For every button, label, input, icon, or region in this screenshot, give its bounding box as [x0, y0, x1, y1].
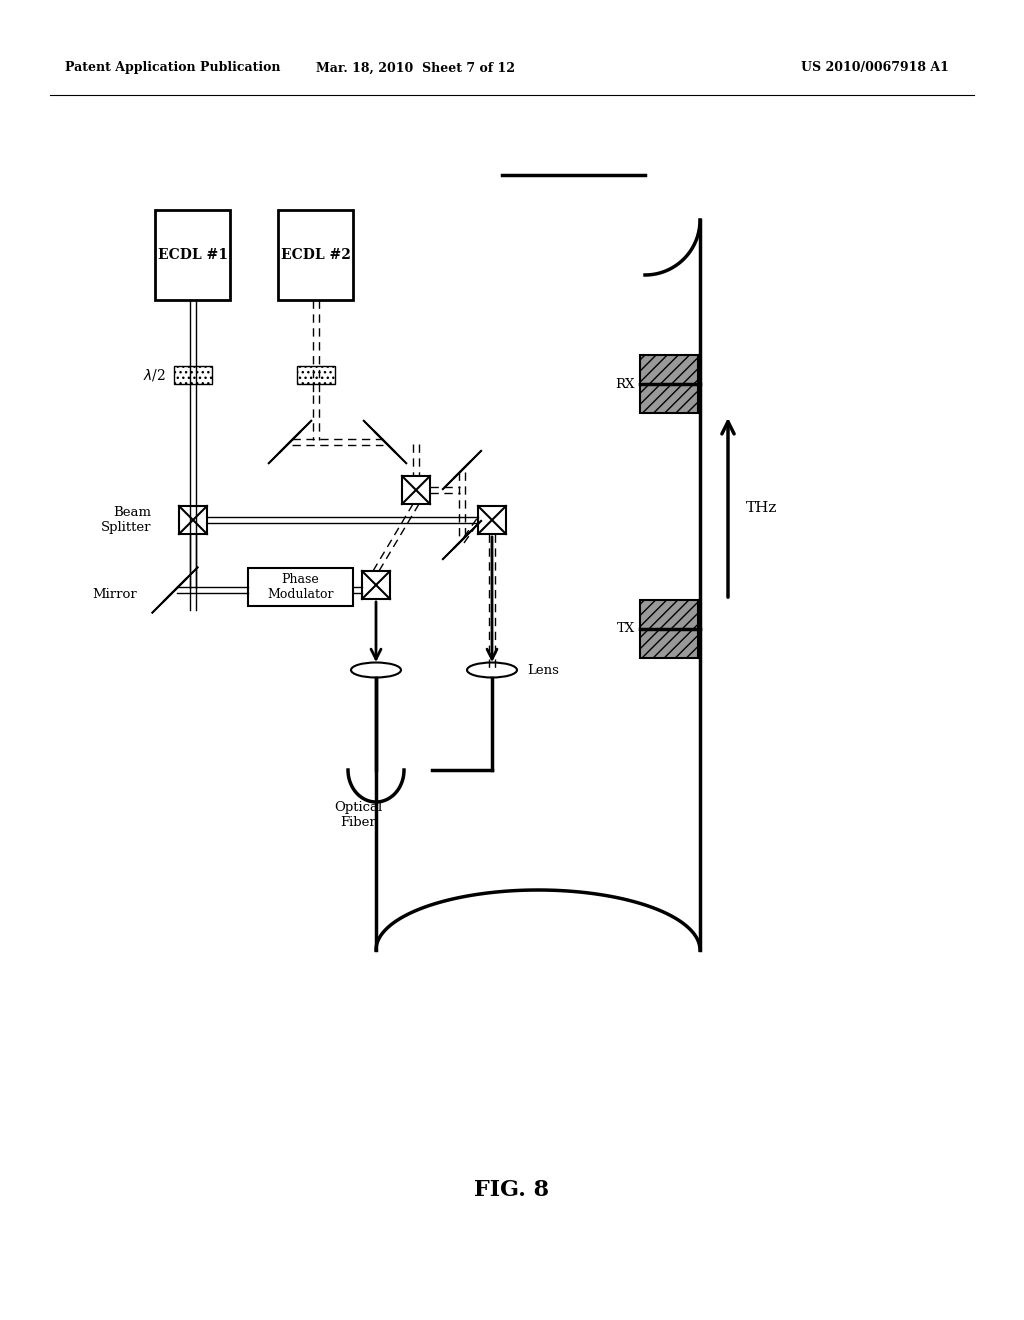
Ellipse shape [467, 663, 517, 677]
Bar [362, 572, 390, 599]
Text: FIG. 8: FIG. 8 [474, 1179, 550, 1201]
Bar [640, 355, 698, 413]
Bar [179, 506, 207, 535]
Bar [278, 210, 353, 300]
Bar [248, 568, 353, 606]
Text: Patent Application Publication: Patent Application Publication [65, 62, 281, 74]
Text: US 2010/0067918 A1: US 2010/0067918 A1 [801, 62, 949, 74]
Text: RX: RX [615, 378, 635, 391]
Bar [478, 506, 506, 535]
Bar [402, 477, 430, 504]
Text: Mar. 18, 2010  Sheet 7 of 12: Mar. 18, 2010 Sheet 7 of 12 [315, 62, 514, 74]
Text: Lens: Lens [527, 664, 559, 676]
Text: TX: TX [616, 623, 635, 635]
Text: ECDL #1: ECDL #1 [158, 248, 227, 261]
Text: Beam
Splitter: Beam Splitter [100, 506, 151, 535]
Text: $\lambda$/2: $\lambda$/2 [143, 367, 166, 383]
Bar [297, 366, 335, 384]
Ellipse shape [351, 663, 401, 677]
Bar [640, 601, 698, 657]
Bar [155, 210, 230, 300]
Bar [174, 366, 212, 384]
Text: THz: THz [746, 500, 777, 515]
Text: ECDL #2: ECDL #2 [281, 248, 350, 261]
Text: Optical
Fiber: Optical Fiber [334, 801, 382, 829]
Text: Phase
Modulator: Phase Modulator [267, 573, 334, 601]
Text: Mirror: Mirror [92, 589, 137, 602]
